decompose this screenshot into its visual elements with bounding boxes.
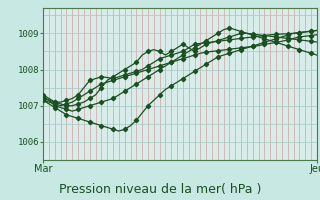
Text: Pression niveau de la mer( hPa ): Pression niveau de la mer( hPa ) bbox=[59, 183, 261, 196]
